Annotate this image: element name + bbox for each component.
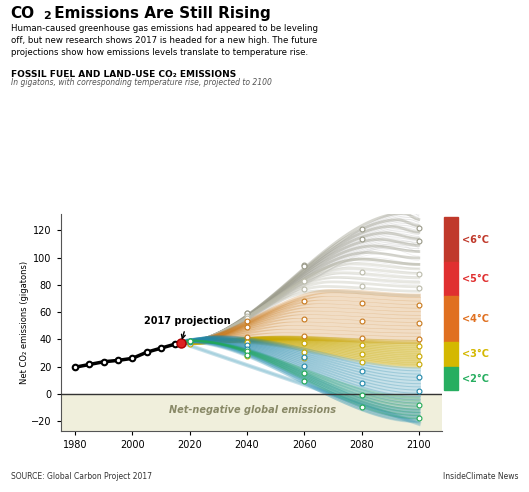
Bar	[61, 394, 442, 430]
Text: 2: 2	[43, 11, 51, 21]
Text: InsideClimate News: InsideClimate News	[443, 472, 518, 481]
Text: 2017 projection: 2017 projection	[144, 316, 231, 338]
Text: <3°C: <3°C	[462, 349, 489, 359]
Text: FOSSIL FUEL AND LAND-USE CO₂ EMISSIONS: FOSSIL FUEL AND LAND-USE CO₂ EMISSIONS	[11, 70, 236, 79]
Text: Net-negative global emissions: Net-negative global emissions	[169, 405, 336, 415]
Text: <2°C: <2°C	[462, 374, 489, 384]
Y-axis label: Net CO₂ emissions (gigatons): Net CO₂ emissions (gigatons)	[20, 261, 29, 384]
Text: CO: CO	[11, 6, 35, 21]
Text: Emissions Are Still Rising: Emissions Are Still Rising	[49, 6, 270, 21]
Text: SOURCE: Global Carbon Project 2017: SOURCE: Global Carbon Project 2017	[11, 472, 152, 481]
Text: In gigatons, with corresponding temperature rise, projected to 2100: In gigatons, with corresponding temperat…	[11, 78, 271, 87]
Text: <6°C: <6°C	[462, 235, 489, 245]
Text: <5°C: <5°C	[462, 275, 489, 284]
Text: Human-caused greenhouse gas emissions had appeared to be leveling
off, but new r: Human-caused greenhouse gas emissions ha…	[11, 24, 317, 57]
Text: <4°C: <4°C	[462, 314, 489, 324]
